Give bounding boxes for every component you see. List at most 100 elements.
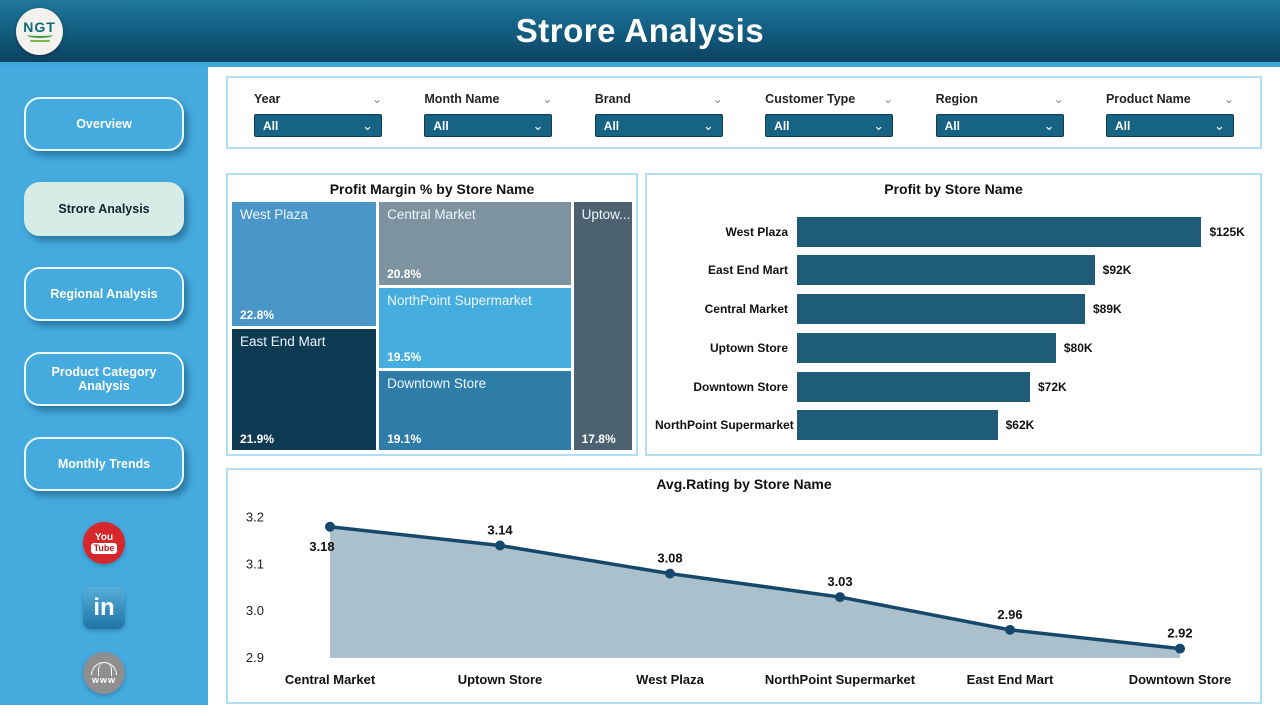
slicer-year: Year⌄All⌄ xyxy=(254,91,382,147)
treemap-tile-downtown-store[interactable]: Downtown Store19.1% xyxy=(379,371,570,450)
treemap-column: Uptow...17.8% xyxy=(574,202,632,450)
slicer-dropdown-region[interactable]: All⌄ xyxy=(936,114,1064,137)
treemap-tile-central-market[interactable]: Central Market 20.8% xyxy=(379,202,570,285)
globe-grid xyxy=(91,662,117,675)
social-icons: YouTube in www xyxy=(0,522,208,694)
data-point-label: 2.92 xyxy=(1167,626,1192,641)
chevron-down-icon: ⌄ xyxy=(703,121,714,131)
treemap-tile-value: 19.1% xyxy=(387,432,421,446)
chevron-down-icon: ⌄ xyxy=(362,121,373,131)
slicer-label: Product Name xyxy=(1106,92,1191,106)
bar-value-label: $92K xyxy=(1103,263,1132,277)
logo-swoosh-icon xyxy=(27,32,53,38)
x-axis-category-label: Central Market xyxy=(285,672,376,687)
bar-row-northpoint-supermarket: NorthPoint Supermarket$62K xyxy=(655,409,1250,442)
treemap-tile-uptown-store[interactable]: Uptow...17.8% xyxy=(574,202,632,450)
slicer-dropdown-year[interactable]: All⌄ xyxy=(254,114,382,137)
slicer-dropdown-product-name[interactable]: All⌄ xyxy=(1106,114,1234,137)
y-axis-tick-label: 2.9 xyxy=(246,650,264,665)
ngt-logo: NGT xyxy=(16,8,63,55)
website-www-text: www xyxy=(92,675,116,685)
chevron-down-icon[interactable]: ⌄ xyxy=(542,94,552,104)
slicer-brand: Brand⌄All⌄ xyxy=(595,91,723,147)
chevron-down-icon[interactable]: ⌄ xyxy=(883,94,893,104)
slicer-month-name: Month Name⌄All⌄ xyxy=(424,91,552,147)
data-point-uptown-store[interactable] xyxy=(495,541,505,551)
bar[interactable] xyxy=(797,372,1030,402)
x-axis-category-label: West Plaza xyxy=(636,672,704,687)
treemap-tile-value: 22.8% xyxy=(240,308,274,322)
data-point-west-plaza[interactable] xyxy=(665,569,675,579)
slicer-label: Customer Type xyxy=(765,92,855,106)
sidebar-item-product-category-analysis[interactable]: Product Category Analysis xyxy=(24,352,184,406)
bar-row-uptown-store: Uptown Store$80K xyxy=(655,331,1250,364)
data-point-central-market[interactable] xyxy=(325,522,335,532)
chevron-down-icon: ⌄ xyxy=(873,121,884,131)
slicer-dropdown-brand[interactable]: All⌄ xyxy=(595,114,723,137)
bar[interactable] xyxy=(797,217,1201,247)
youtube-text-you: You xyxy=(95,532,113,543)
slicer-dropdown-month-name[interactable]: All⌄ xyxy=(424,114,552,137)
page-title: Strore Analysis xyxy=(516,12,764,50)
youtube-text-tube: Tube xyxy=(91,543,118,554)
treemap-tile-label: West Plaza xyxy=(240,207,368,222)
line-chart: 3.23.13.02.93.18Central Market3.14Uptown… xyxy=(230,494,1258,699)
slicer-label: Brand xyxy=(595,92,631,106)
chevron-down-icon[interactable]: ⌄ xyxy=(372,94,382,104)
chevron-down-icon[interactable]: ⌄ xyxy=(1054,94,1064,104)
slicer-selected-value: All xyxy=(774,119,789,133)
treemap-title: Profit Margin % by Store Name xyxy=(228,181,636,197)
bar-row-west-plaza: West Plaza$125K xyxy=(655,215,1250,248)
main-content: Year⌄All⌄Month Name⌄All⌄Brand⌄All⌄Custom… xyxy=(208,67,1280,716)
chevron-down-icon[interactable]: ⌄ xyxy=(713,94,723,104)
data-point-east-end-mart[interactable] xyxy=(1005,625,1015,635)
y-axis-tick-label: 3.0 xyxy=(246,603,264,618)
bar-track: $62K xyxy=(797,409,1250,442)
sidebar-item-label: Product Category Analysis xyxy=(32,365,176,393)
bar-row-east-end-mart: East End Mart$92K xyxy=(655,254,1250,287)
chevron-down-icon[interactable]: ⌄ xyxy=(1224,94,1234,104)
slicer-selected-value: All xyxy=(433,119,448,133)
bar-category-label: West Plaza xyxy=(655,225,797,239)
data-point-label: 3.08 xyxy=(657,551,682,566)
treemap-tile-label: East End Mart xyxy=(240,334,368,349)
bar[interactable] xyxy=(797,410,998,440)
chevron-down-icon: ⌄ xyxy=(1214,121,1225,131)
slicer-dropdown-customer-type[interactable]: All ⌄ xyxy=(765,114,893,137)
sidebar-item-regional-analysis[interactable]: Regional Analysis xyxy=(24,267,184,321)
treemap-tile-northpoint-supermarket[interactable]: NorthPoint Supermarket19.5% xyxy=(379,288,570,368)
linkedin-icon[interactable]: in xyxy=(83,587,125,629)
bar[interactable] xyxy=(797,255,1095,285)
bar-value-label: $72K xyxy=(1038,380,1067,394)
treemap-tile-east-end-mart[interactable]: East End Mart21.9% xyxy=(232,329,376,450)
sidebar-item-overview[interactable]: Overview xyxy=(24,97,184,151)
bar-track: $125K xyxy=(797,215,1250,248)
bar-category-label: Downtown Store xyxy=(655,380,797,394)
sidebar-item-label: Regional Analysis xyxy=(50,287,157,301)
bar-category-label: NorthPoint Supermarket xyxy=(655,418,797,432)
data-point-label: 3.14 xyxy=(487,523,513,538)
slicer-product-name: Product Name⌄All⌄ xyxy=(1106,91,1234,147)
slicer-label: Year xyxy=(254,92,280,106)
bar-track: $80K xyxy=(797,331,1250,364)
treemap-tile-value: 20.8% xyxy=(387,267,421,281)
data-point-northpoint-supermarket[interactable] xyxy=(835,592,845,602)
treemap-tile-label: Central Market xyxy=(387,207,562,222)
sidebar-item-strore-analysis[interactable]: Strore Analysis xyxy=(24,182,184,236)
data-point-label: 2.96 xyxy=(997,607,1022,622)
website-icon[interactable]: www xyxy=(83,652,125,694)
bar-chart-panel: Profit by Store Name West Plaza$125KEast… xyxy=(645,173,1262,456)
sidebar-item-label: Monthly Trends xyxy=(58,457,150,471)
data-point-downtown-store[interactable] xyxy=(1175,644,1185,654)
treemap-panel: Profit Margin % by Store Name West Plaza… xyxy=(226,173,638,456)
treemap-tile-west-plaza[interactable]: West Plaza 22.8% xyxy=(232,202,376,326)
youtube-icon[interactable]: YouTube xyxy=(83,522,125,564)
bar[interactable] xyxy=(797,294,1085,324)
treemap-tile-label: Uptow... xyxy=(582,207,624,222)
bar[interactable] xyxy=(797,333,1056,363)
sidebar-item-monthly-trends[interactable]: Monthly Trends xyxy=(24,437,184,491)
bar-track: $72K xyxy=(797,370,1250,403)
bar-track: $89K xyxy=(797,293,1250,326)
bar-row-downtown-store: Downtown Store $72K xyxy=(655,370,1250,403)
area-fill xyxy=(330,527,1180,658)
